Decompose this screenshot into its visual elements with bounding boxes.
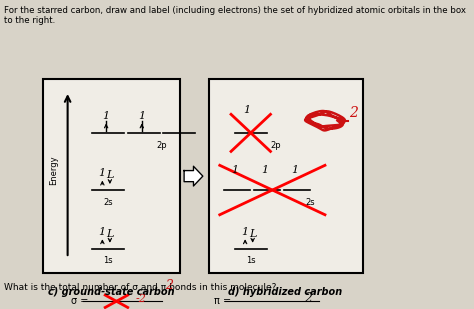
Text: What is the total number of σ and π bonds in this molecule?: What is the total number of σ and π bond… xyxy=(4,283,276,292)
Text: 1: 1 xyxy=(261,165,268,175)
Text: 1: 1 xyxy=(138,111,145,121)
Text: 1: 1 xyxy=(291,165,298,175)
Text: L: L xyxy=(249,229,256,239)
Text: 1s: 1s xyxy=(246,256,255,265)
Text: 2p: 2p xyxy=(156,141,167,150)
Text: 1s: 1s xyxy=(103,256,113,265)
Polygon shape xyxy=(184,166,203,186)
Text: d) hybridized carbon: d) hybridized carbon xyxy=(228,287,343,297)
Bar xyxy=(209,79,363,273)
Text: 1: 1 xyxy=(99,168,106,178)
Text: 1: 1 xyxy=(243,105,250,115)
Text: to the right.: to the right. xyxy=(4,15,55,25)
Text: Energy: Energy xyxy=(49,155,58,185)
Text: 2: 2 xyxy=(165,279,173,292)
Text: 2: 2 xyxy=(304,292,312,305)
Text: 2s: 2s xyxy=(305,198,315,207)
Text: σ =: σ = xyxy=(72,296,89,306)
Text: -2: -2 xyxy=(135,294,146,304)
Text: 1: 1 xyxy=(241,227,248,237)
Text: 1: 1 xyxy=(99,227,106,237)
Text: 2: 2 xyxy=(349,106,358,120)
Bar xyxy=(43,79,180,273)
Text: c) ground-state carbon: c) ground-state carbon xyxy=(48,287,175,297)
Text: 1: 1 xyxy=(231,165,238,175)
Text: For the starred carbon, draw and label (including electrons) the set of hybridiz: For the starred carbon, draw and label (… xyxy=(4,6,466,15)
Text: π =: π = xyxy=(214,296,231,306)
Text: 2s: 2s xyxy=(103,198,113,207)
Text: L: L xyxy=(106,170,113,180)
Text: 2p: 2p xyxy=(271,141,281,150)
Text: 1: 1 xyxy=(102,111,109,121)
Text: L: L xyxy=(106,229,113,239)
